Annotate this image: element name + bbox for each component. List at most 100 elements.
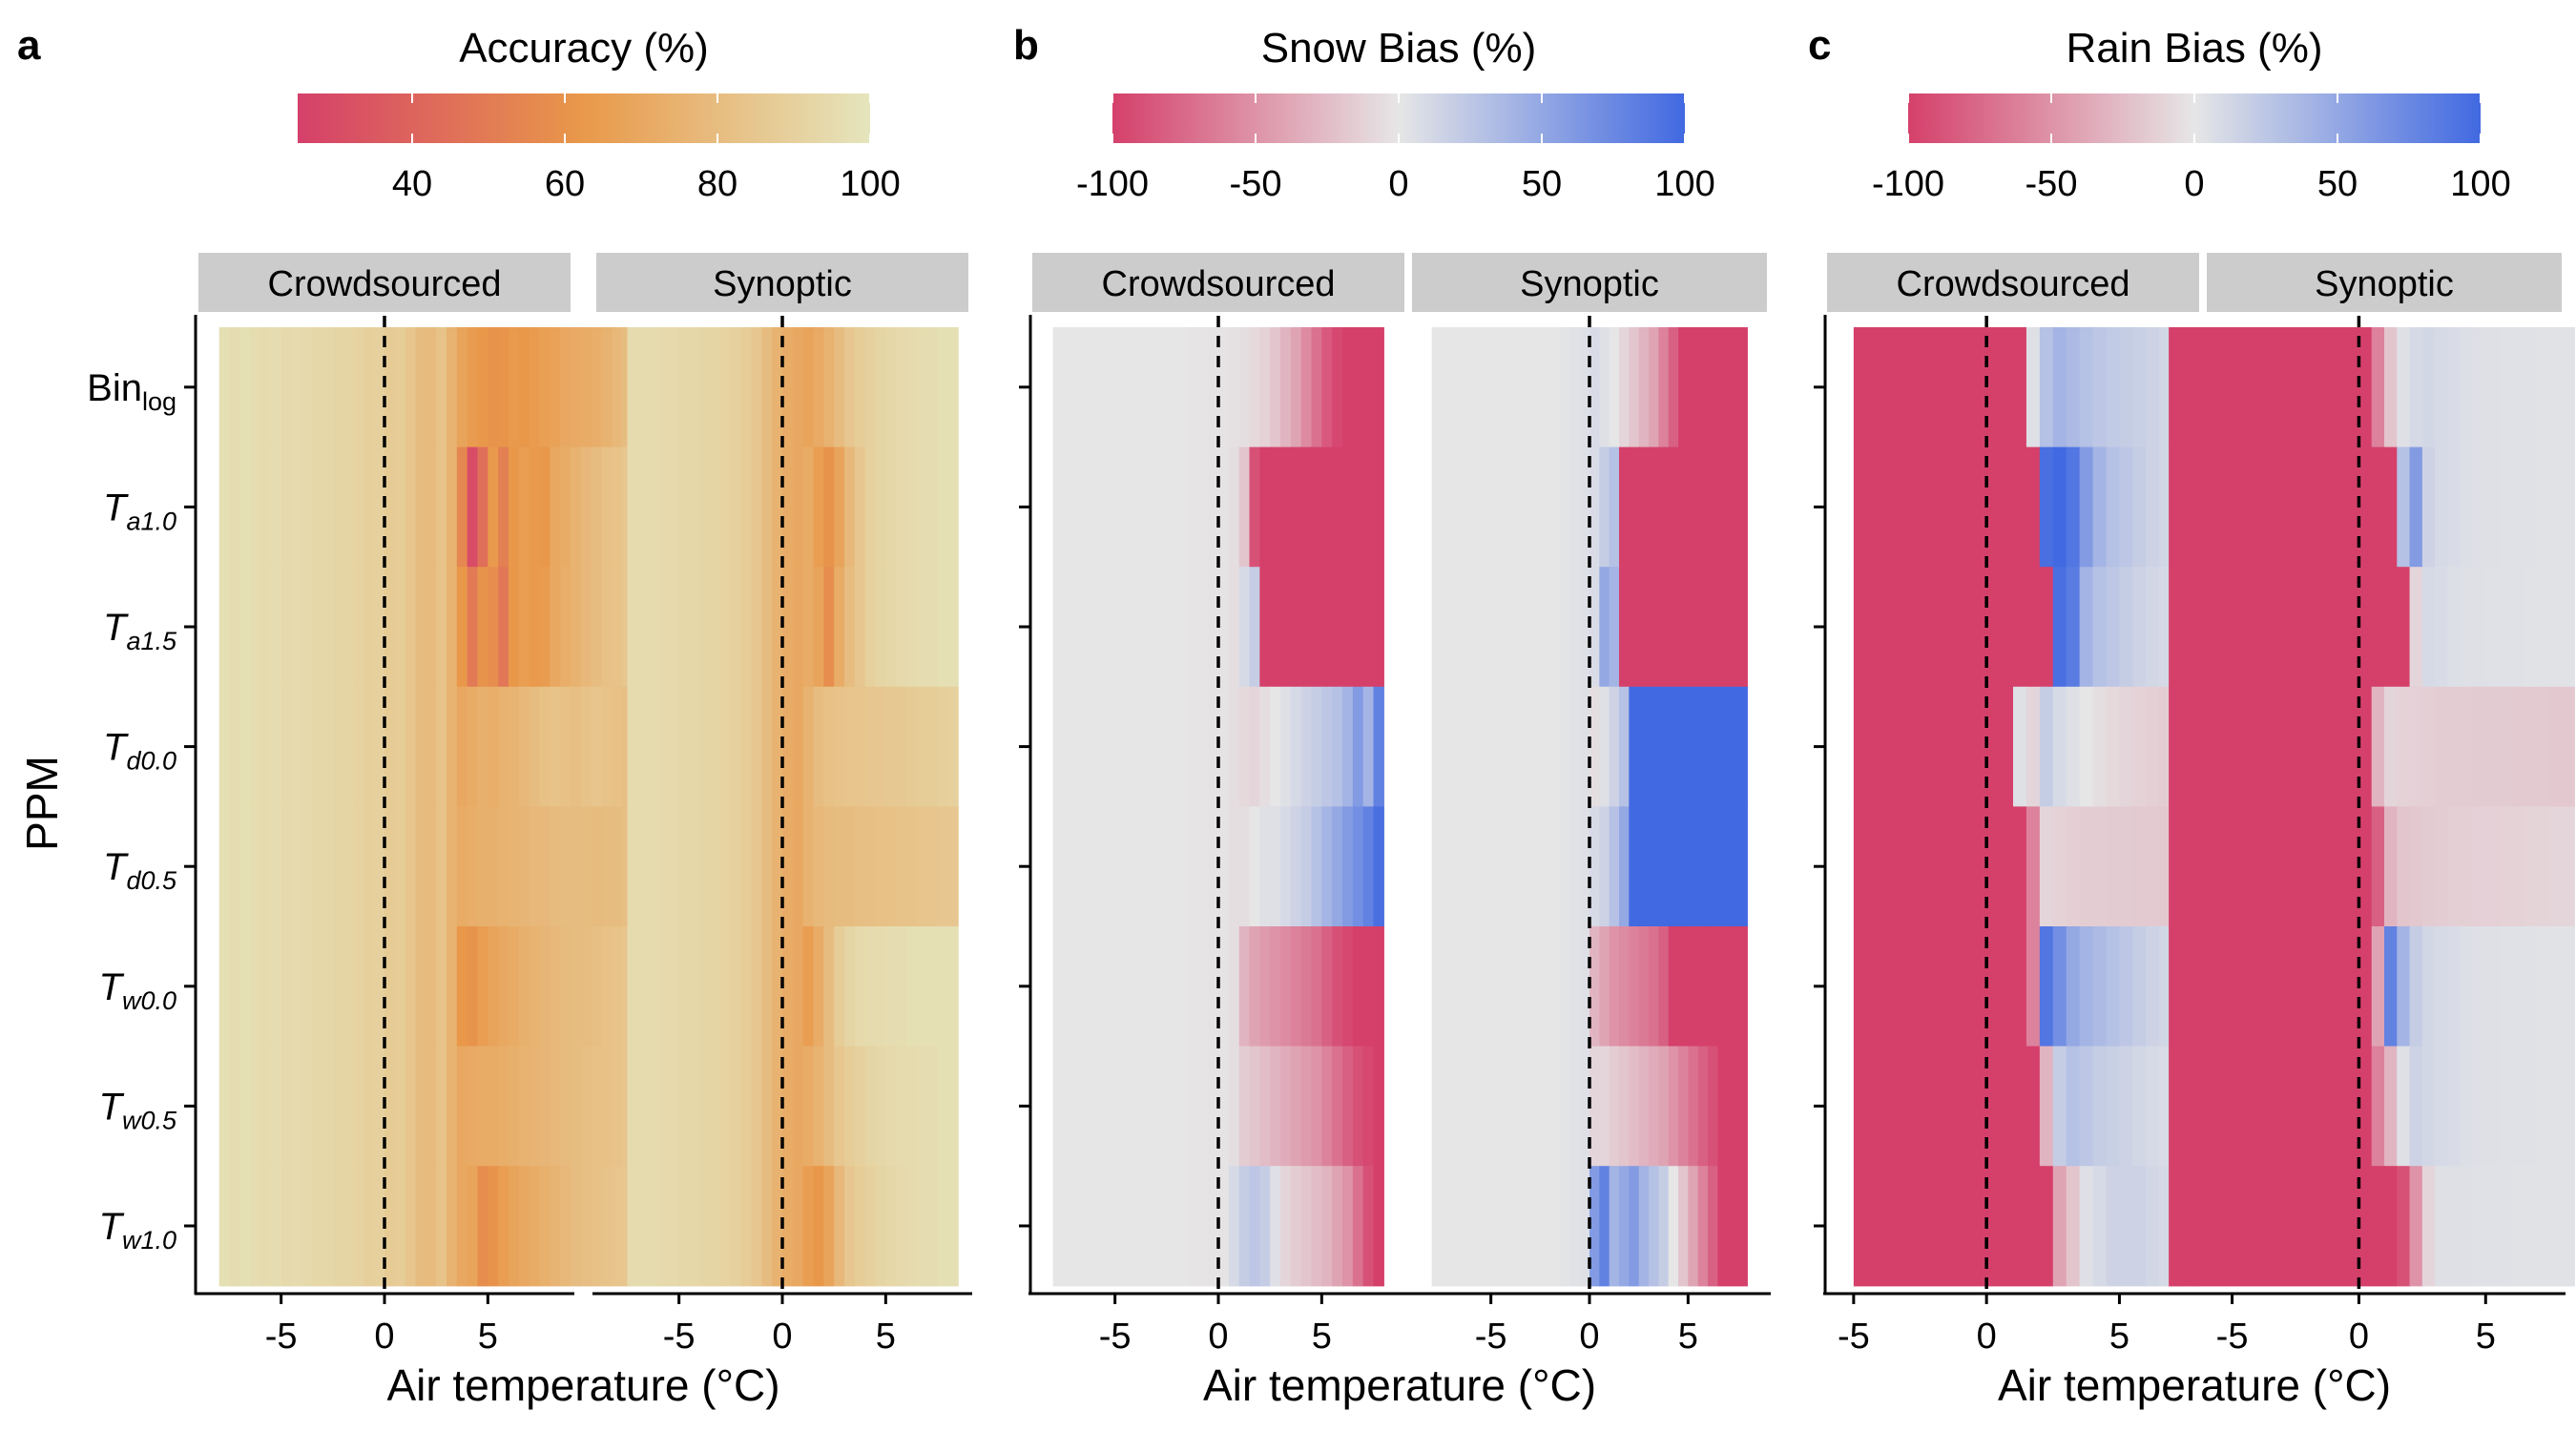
heat-cell (1352, 806, 1364, 927)
heat-cell (1342, 1046, 1354, 1167)
heat-cell (1960, 446, 1974, 568)
heat-cell (782, 1166, 794, 1287)
heat-cell (916, 806, 928, 927)
heat-cell (2039, 926, 2054, 1047)
heat-cell (447, 1046, 458, 1167)
heat-cell (1589, 1046, 1600, 1167)
row-label-sub: d0.5 (126, 866, 177, 895)
heat-cell (539, 806, 551, 927)
heat-cell (668, 327, 680, 448)
heat-cell (2052, 1046, 2067, 1167)
heat-cell (1490, 327, 1502, 448)
heat-cell (1249, 567, 1260, 688)
heat-cell (2052, 327, 2067, 448)
heat-cell (2119, 926, 2133, 1047)
heat-cell (2498, 686, 2512, 807)
heat-cell (1609, 686, 1620, 807)
heat-cell (720, 327, 732, 448)
heat-cell (384, 1166, 396, 1287)
heat-cell (627, 1166, 638, 1287)
heat-cell (2473, 1166, 2486, 1287)
heat-cell (1530, 926, 1541, 1047)
heat-cell (2460, 327, 2474, 448)
heat-cell (2435, 806, 2449, 927)
heat-cell (1609, 1046, 1620, 1167)
heat-cell (648, 686, 659, 807)
heat-cell (456, 446, 468, 568)
heat-cell (2320, 1166, 2335, 1287)
heat-cell (2193, 686, 2208, 807)
heat-cell (1658, 686, 1670, 807)
heat-cell (875, 446, 886, 568)
heat-cell (1658, 327, 1670, 448)
heat-cell (1431, 446, 1443, 568)
heat-cell (2346, 327, 2360, 448)
heat-cell (648, 446, 659, 568)
heat-cell (823, 327, 835, 448)
heat-cell (885, 686, 897, 807)
heat-cell (1708, 446, 1718, 568)
heat-cell (571, 446, 582, 568)
heat-cell (1073, 327, 1085, 448)
heat-cell (2358, 567, 2373, 688)
heat-cell (2308, 1046, 2322, 1167)
heat-cell (2244, 567, 2258, 688)
heat-cell (782, 446, 794, 568)
heat-cell (2025, 1046, 2041, 1167)
heat-cell (792, 327, 804, 448)
heat-cell (1208, 446, 1219, 568)
heat-cell (627, 806, 638, 927)
heat-cell (761, 327, 773, 448)
heat-cell (2333, 567, 2347, 688)
heat-cell (229, 567, 240, 688)
heat-cell (1094, 1166, 1106, 1287)
heat-cell (1321, 446, 1333, 568)
heat-cell (2548, 327, 2563, 448)
heat-cell (1520, 1046, 1531, 1167)
heat-cell (239, 327, 251, 448)
heat-cell (580, 1046, 592, 1167)
heat-cell (509, 686, 520, 807)
heat-cell (1589, 806, 1600, 927)
heat-cell (1629, 567, 1640, 688)
heat-cell (1218, 327, 1230, 448)
heat-cell (477, 686, 488, 807)
heat-cell (1249, 1166, 1260, 1287)
heat-cell (1697, 1046, 1709, 1167)
heat-cell (1668, 327, 1679, 448)
heat-cell (1629, 806, 1640, 927)
heat-cell (926, 1166, 939, 1287)
heat-cell (1156, 446, 1168, 568)
heat-cell (1880, 926, 1895, 1047)
heat-cell (394, 446, 406, 568)
heat-cell (864, 446, 877, 568)
heat-cell (1638, 446, 1650, 568)
heat-cell (529, 327, 541, 448)
heat-cell (250, 1046, 261, 1167)
heat-cell (1290, 926, 1302, 1047)
heat-cell (374, 327, 385, 448)
heat-cell (2052, 1166, 2067, 1287)
heat-cell (1530, 567, 1541, 688)
heat-cell (2447, 327, 2462, 448)
heat-cell (539, 446, 551, 568)
heat-cell (312, 806, 323, 927)
heat-cell (1933, 327, 1947, 448)
heat-cell (1688, 446, 1699, 568)
heat-cell (916, 686, 928, 807)
heat-cell (1678, 926, 1689, 1047)
heat-cell (2000, 806, 2014, 927)
heat-cell (322, 446, 334, 568)
facet-label: Crowdsourced (1897, 264, 2130, 304)
heat-cell (1218, 446, 1230, 568)
heat-cell (689, 446, 700, 568)
heat-cell (792, 686, 804, 807)
heat-cell (1853, 446, 1868, 568)
heat-cell (301, 806, 313, 927)
heat-cell (2524, 1046, 2538, 1167)
heat-cell (1146, 446, 1157, 568)
heat-cell (699, 686, 711, 807)
heat-cell (2207, 686, 2220, 807)
heat-cell (854, 567, 866, 688)
heat-cell (2409, 686, 2423, 807)
